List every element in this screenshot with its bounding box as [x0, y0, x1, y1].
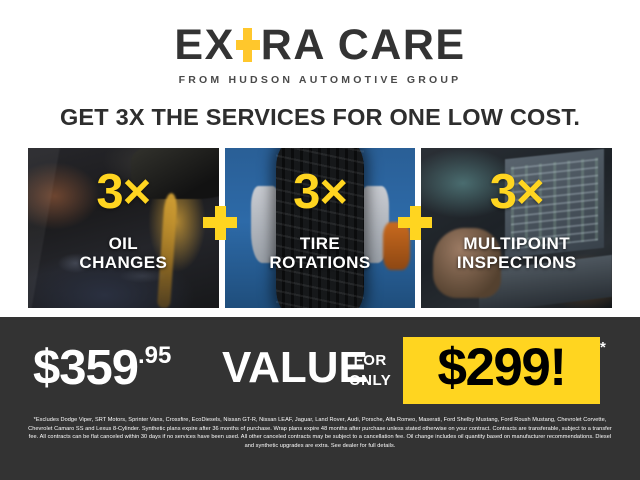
- offer-multiplier: 3×: [489, 165, 545, 219]
- pricing-row: $359.95 VALUE FOR ONLY $299! *: [0, 329, 640, 417]
- glove-left-shape: [251, 186, 280, 264]
- plus-icon: [235, 28, 261, 62]
- original-value-cents: .95: [138, 342, 172, 369]
- offer-panel-tire-rotations: 3× TIRE ROTATIONS: [224, 148, 416, 308]
- offer-label-line2: INSPECTIONS: [456, 253, 577, 273]
- for-only-line1: FOR: [353, 352, 387, 369]
- disclaimer-text: *Excludes Dodge Viper, SRT Motors, Sprin…: [28, 417, 612, 449]
- offer-panel-oil-changes: 3× OIL CHANGES: [28, 148, 219, 308]
- offer-label: MULTIPOINT INSPECTIONS: [425, 234, 608, 272]
- logo-text-part2: RA CARE: [260, 21, 466, 69]
- offer-multiplier: 3×: [96, 165, 151, 219]
- offer-panel-multipoint-inspections: 3× MULTIPOINT INSPECTIONS: [421, 148, 613, 308]
- sale-price-box: $299!: [403, 337, 600, 404]
- page-headline: GET 3X THE SERVICES FOR ONE LOW COST.: [59, 104, 581, 130]
- lower-dark-section: $359.95 VALUE FOR ONLY $299! * *Excludes…: [0, 317, 640, 480]
- hand-shape: [432, 228, 502, 299]
- logo-wordmark: EX RA CARE: [174, 24, 465, 67]
- tire-shape: [276, 148, 364, 308]
- plus-icon: [398, 206, 432, 240]
- for-only-label: FOR ONLY: [349, 351, 391, 392]
- logo-tagline: FROM HUDSON AUTOMOTIVE GROUP: [178, 74, 462, 86]
- tire-in-hands-photo: [224, 148, 416, 308]
- offer-panels: 3× OIL CHANGES 3× TIRE ROTATIONS: [28, 148, 613, 308]
- offer-label-line1: MULTIPOINT: [463, 234, 570, 253]
- value-word-label: VALUE: [222, 343, 368, 392]
- offer-label-line2: ROTATIONS: [269, 253, 371, 273]
- sale-price-text: $299!: [437, 338, 567, 397]
- brand-logo: EX RA CARE FROM HUDSON AUTOMOTIVE GROUP: [0, 24, 640, 87]
- offer-label-line1: TIRE: [299, 234, 341, 253]
- original-value-amount: $359: [33, 341, 139, 395]
- diagnostic-laptop-photo: [421, 148, 613, 308]
- upper-white-section: EX RA CARE FROM HUDSON AUTOMOTIVE GROUP G…: [0, 0, 640, 317]
- sleeve-shape: [382, 221, 410, 270]
- offer-multiplier: 3×: [293, 165, 348, 219]
- original-value-price: $359.95: [33, 344, 171, 393]
- offer-label-line1: OIL: [108, 234, 139, 253]
- asterisk-marker: *: [600, 339, 606, 356]
- for-only-line2: ONLY: [349, 372, 392, 390]
- offer-label: TIRE ROTATIONS: [229, 234, 412, 272]
- plus-icon: [203, 206, 237, 240]
- offer-label-line2: CHANGES: [79, 253, 168, 273]
- oil-pour-photo: [28, 148, 219, 308]
- offer-label: OIL CHANGES: [32, 234, 215, 272]
- logo-text-part1: EX: [174, 21, 235, 69]
